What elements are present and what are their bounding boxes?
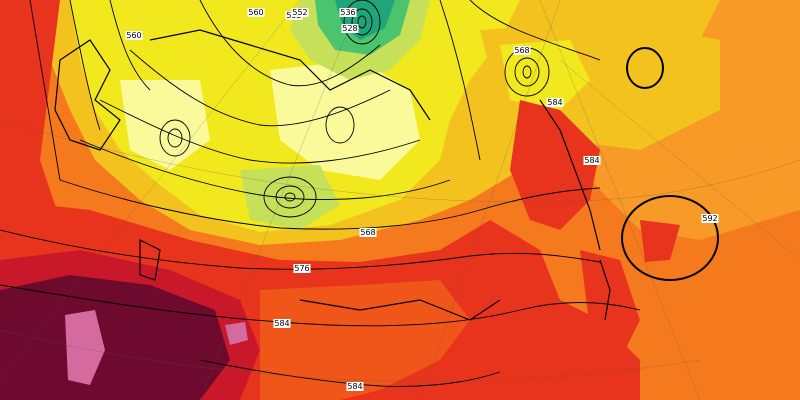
contour-label-528: 528 [341,24,359,33]
contour-label-560: 560 [125,31,143,40]
contour-576 [0,229,601,270]
field-light-yellow-1 [270,60,420,180]
contour-label-text: 528 [342,24,357,33]
contour-560 [79,139,451,200]
field-red-west [0,0,60,260]
field-red-ne [510,100,600,230]
contour-label-568: 568 [359,228,377,237]
contour-west-3 [109,0,151,91]
field-pink-core [65,310,105,385]
contour-ne-2 [469,0,601,61]
contour-label-552: 552 [291,8,309,17]
contour-west-2 [69,0,101,131]
contour-label-text: 568 [360,228,375,237]
contour-label-584: 584 [546,98,564,107]
contour-label-592: 592 [701,214,719,223]
high-ne [626,47,664,89]
contour-label-text: 568 [514,46,529,55]
coast-kamchatka [539,99,601,251]
low-north-3 [357,15,367,29]
field-east-yellow [500,40,590,110]
contour-552 [99,99,421,164]
contour-label-560: 560 [247,8,265,17]
low-mid [325,106,355,144]
contour-label-584: 584 [273,319,291,328]
coast-arctic-russia [149,29,431,121]
coast-japan [599,259,611,321]
coast-scandinavia [54,39,121,151]
field-red-pacific [640,220,680,262]
contour-label-568: 568 [513,46,531,55]
low-east-2 [514,57,540,87]
low-north-1 [343,0,381,45]
contour-536 [199,0,381,87]
contour-label-text: 576 [294,264,309,273]
field-red-far-se [470,285,520,380]
contour-584-south [199,359,501,387]
contour-label-text: 592 [702,214,717,223]
contour-label-text: 560 [126,31,141,40]
contour-label-text: 584 [584,156,599,165]
contour-label-text: 584 [274,319,289,328]
low-central-2 [275,185,305,209]
contour-label-text: 536 [340,8,355,17]
coast-caspian [139,239,161,281]
contour-544 [129,49,391,127]
field-pink-core-2 [225,322,248,345]
low-north-2 [351,8,373,36]
contour-label-text: 552 [292,8,307,17]
low-east-3 [522,65,532,79]
contour-west-1 [29,0,61,181]
contour-ne-1 [439,0,481,161]
contour-label-text: 560 [248,8,263,17]
low-west [159,119,191,157]
high-pacific [621,195,719,281]
contour-label-text: 584 [547,98,562,107]
low-west-2 [167,128,183,148]
contour-label-536: 536 [339,8,357,17]
contour-lines [0,0,719,387]
low-central [263,176,317,218]
coast-southern [299,299,501,321]
contour-labels: 5765845845685525285605365685845845925605… [125,8,719,391]
contour-584 [0,284,641,327]
contour-label-584: 584 [583,156,601,165]
low-central-3 [284,192,296,202]
field-yellow-green-south [240,165,340,230]
field-red-orange-south [260,280,470,400]
contour-label-text: 584 [347,382,362,391]
contour-label-584: 584 [346,382,364,391]
contour-label-576: 576 [293,264,311,273]
field-red-se [580,250,640,360]
field-deep-maroon [0,275,230,400]
coastlines [54,29,611,321]
